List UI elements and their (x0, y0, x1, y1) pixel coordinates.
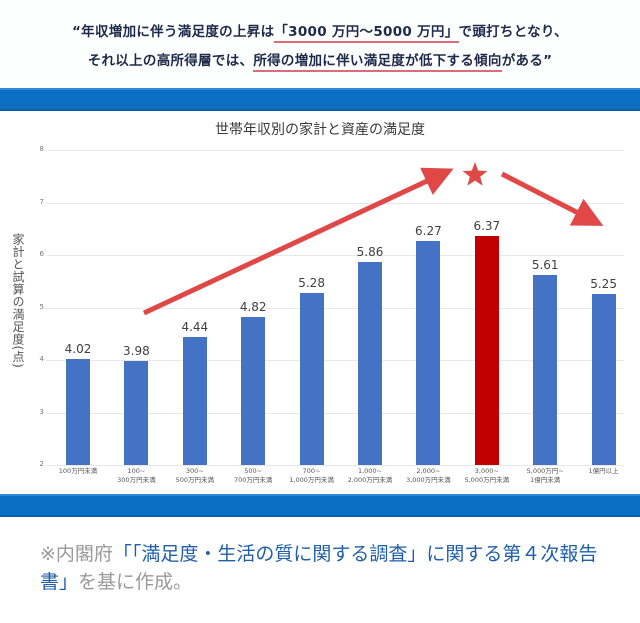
bar-value-label: 4.82 (239, 299, 267, 314)
headline-line-1: “年収増加に伴う満足度の上昇は「3000 万円～5000 万円」で頭打ちとなり、 (0, 20, 640, 43)
y-tick-label: 7 (39, 197, 44, 206)
chart-title: 世帯年収別の家計と資産の満足度 (215, 122, 425, 138)
bar-value-label: 3.98 (123, 344, 150, 359)
gridline (46, 150, 624, 151)
headline-underline-trend: 所得の増加に伴い満足度が低下する傾向 (253, 53, 502, 72)
bar-value-label: 5.25 (590, 277, 617, 292)
bar (182, 336, 207, 465)
bar-value-label: 5.28 (298, 275, 325, 290)
gridline (46, 465, 624, 466)
y-tick-label: 4 (39, 355, 44, 363)
gridline (46, 412, 624, 414)
bar-value-label: 4.44 (181, 319, 209, 334)
x-tick-label: 5,000万円~ 1億円未満 (526, 467, 564, 484)
y-tick-label: 8 (39, 145, 44, 153)
x-tick-label: 1,000~ 2,000万円未満 (347, 467, 393, 484)
x-tick-label: 3,000~ 5,000万円未満 (464, 467, 510, 484)
bottom-band (0, 494, 640, 517)
x-tick-label: 700~ 1,000万円未満 (289, 467, 334, 484)
y-tick-label: 3 (39, 407, 44, 416)
bar (533, 275, 558, 465)
bar-value-label: 5.86 (356, 245, 384, 260)
headline: “年収増加に伴う満足度の上昇は「3000 万円～5000 万円」で頭打ちとなり、… (0, 0, 640, 88)
source-footnote: ※内閣府「「満足度・生活の質に関する調査」に関する第４次報告書」を基に作成。 (40, 540, 620, 596)
bar (124, 361, 149, 465)
falling-arrow-icon (500, 171, 604, 226)
x-tick-label: 500~ 700万円未満 (233, 467, 273, 484)
gridline (46, 202, 624, 204)
bar (358, 262, 382, 465)
x-tick-label: 2,000~ 3,000万円未満 (406, 467, 451, 484)
bar-value-label: 5.61 (531, 258, 559, 273)
x-tick-label: 300~ 500万円未満 (175, 467, 214, 484)
bar (299, 292, 324, 465)
bar (66, 358, 90, 465)
bar (474, 235, 499, 465)
bar (591, 294, 616, 465)
bar-chart: 世帯年収別の家計と資産の満足度 家計と試算の満足度(点) 8 7 6 5 4 3 2 4.0… (0, 111, 640, 494)
bar (416, 240, 441, 465)
footnote-report-title: 「「満足度・生活の質に関する調査」に関する第４次報告書」 (40, 543, 598, 593)
bar-value-label: 4.02 (64, 341, 92, 356)
annotation-overlay (142, 162, 604, 316)
bar (241, 316, 266, 465)
bar-value-label: 6.27 (415, 223, 442, 238)
gridline (46, 307, 624, 309)
gridline (46, 360, 624, 361)
star-icon (462, 162, 488, 186)
rising-arrow-icon (142, 167, 454, 316)
y-axis-label: 家計と試算の満足度(点) (11, 233, 25, 369)
headline-underline-range: 「3000 万円～5000 万円」 (274, 24, 459, 43)
y-tick-label: 5 (39, 302, 44, 311)
y-tick-label: 2 (39, 460, 44, 468)
gridline (46, 255, 624, 256)
top-band (0, 88, 640, 111)
x-tick-label: 1億円以上 (588, 467, 619, 475)
footnote-suffix: を基に作成。 (78, 571, 193, 593)
y-tick-label: 6 (39, 250, 44, 258)
footnote-prefix: ※内閣府 (40, 543, 113, 565)
x-tick-label: 100~ 300万円未満 (117, 467, 156, 484)
bar-value-label: 6.37 (473, 218, 501, 233)
headline-line-2: それ以上の高所得層では、所得の増加に伴い満足度が低下する傾向がある” (0, 49, 640, 72)
x-tick-label: 100万円未満 (58, 467, 98, 475)
